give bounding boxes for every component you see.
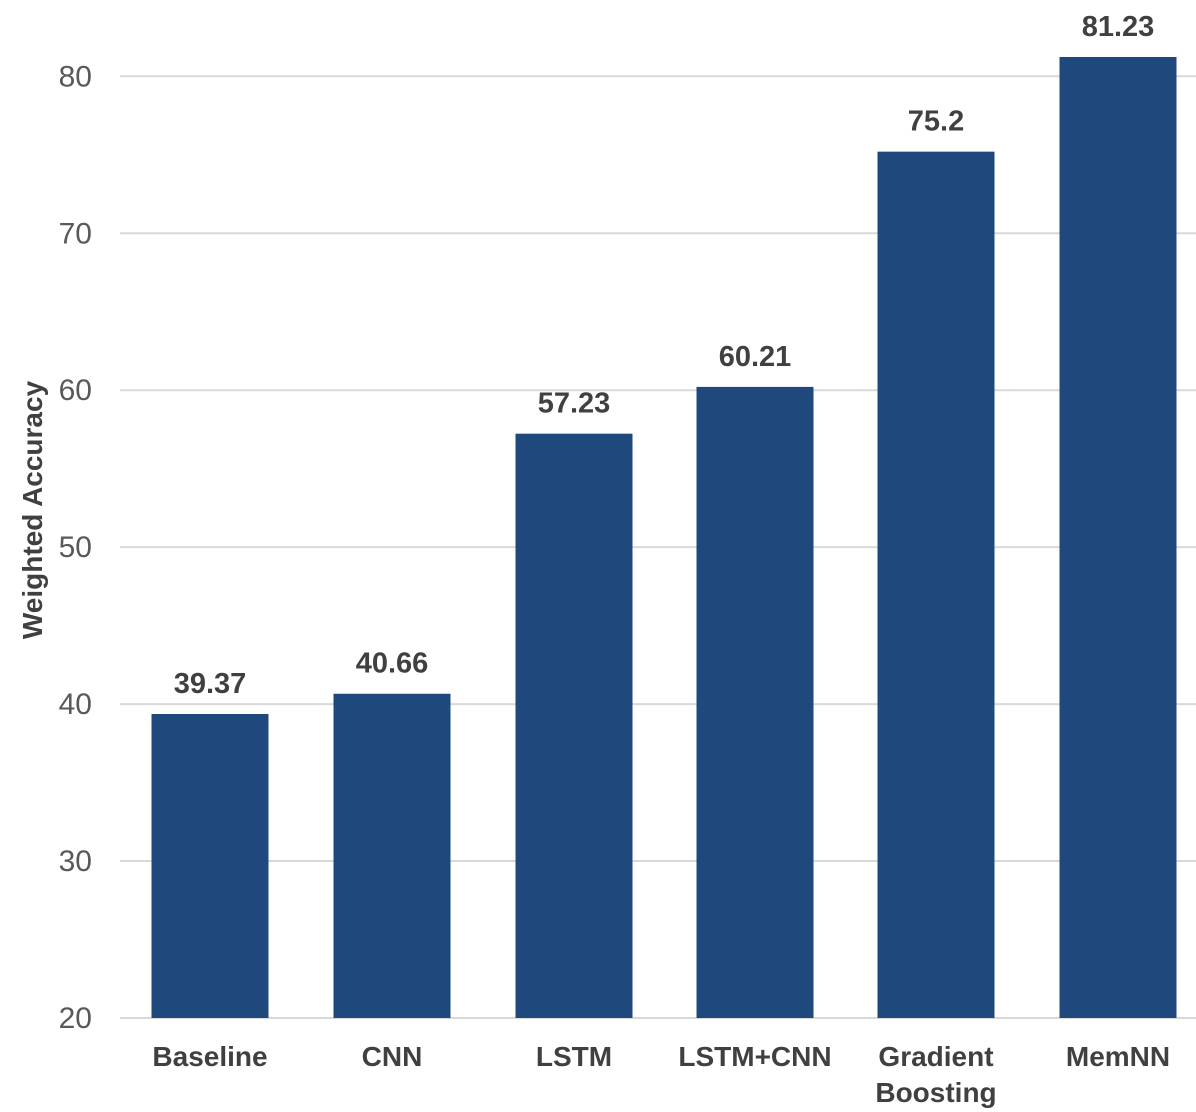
x-tick-label: CNN [362, 1041, 423, 1072]
y-tick-label: 60 [59, 374, 92, 407]
x-tick-label: LSTM [536, 1041, 612, 1072]
y-tick-label: 40 [59, 688, 92, 721]
y-tick-label: 70 [59, 217, 92, 250]
bar-lstm-cnn [696, 386, 814, 1018]
x-tick-label: Baseline [152, 1041, 267, 1072]
bar-baseline [151, 713, 269, 1018]
data-label: 39.37 [174, 668, 247, 700]
y-tick-label: 20 [59, 1002, 92, 1035]
y-axis-label: Weighted Accuracy [17, 380, 48, 639]
data-label: 40.66 [356, 648, 429, 680]
x-axis-ticks: Baseline CNN LSTM LSTM+CNN Gradient Boosting M… [152, 1041, 1170, 1108]
x-tick-label: MemNN [1066, 1041, 1170, 1072]
y-tick-label: 50 [59, 531, 92, 564]
data-label: 60.21 [719, 341, 792, 373]
bars [151, 57, 1177, 1018]
bar-cnn [333, 693, 451, 1018]
bar-gradient-boosting [877, 151, 995, 1018]
y-axis-ticks: 20 30 40 50 60 70 80 [59, 60, 92, 1035]
gridlines [120, 75, 1196, 1019]
data-label: 75.2 [908, 106, 964, 138]
bar-memnn [1059, 57, 1177, 1018]
data-label: 81.23 [1082, 11, 1155, 43]
x-tick-label: Gradient Boosting [875, 1041, 996, 1108]
y-tick-label: 30 [59, 845, 92, 878]
x-tick-label: LSTM+CNN [678, 1041, 831, 1072]
y-tick-label: 80 [59, 60, 92, 93]
data-label: 57.23 [538, 388, 611, 420]
bar-lstm [515, 433, 633, 1018]
data-labels: 39.37 40.66 57.23 60.21 75.2 81.23 [174, 11, 1155, 700]
